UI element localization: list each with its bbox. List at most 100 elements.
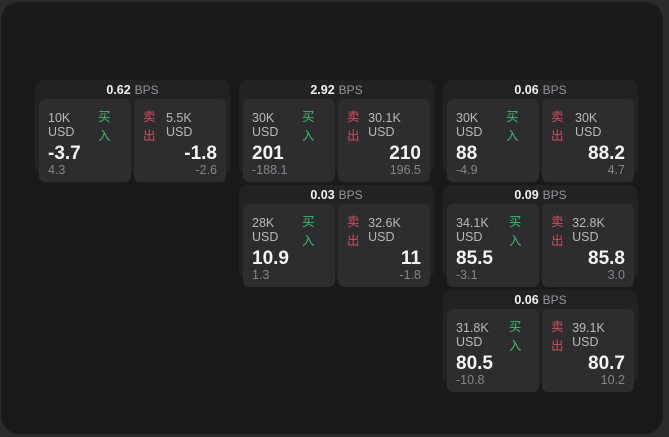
card-body: 31.8K USD 买入 80.5 -10.8 卖出 39.1K USD 80.… [443, 307, 638, 396]
card-body: 10K USD 买入 -3.7 4.3 卖出 5.5K USD -1.8 -2.… [35, 97, 230, 186]
sell-price: 11 [400, 248, 421, 269]
card-header: 0.06 BPS [443, 290, 638, 307]
bps-unit: BPS [338, 188, 363, 202]
buy-tile[interactable]: 10K USD 买入 -3.7 4.3 [39, 99, 131, 182]
card-body: 30K USD 买入 201 -188.1 卖出 30.1K USD 210 1… [239, 97, 434, 186]
card-header: 0.09 BPS [443, 185, 638, 202]
buy-amount: 10K USD [48, 111, 75, 139]
sell-tag: 卖出 [551, 215, 564, 248]
sell-tag: 卖出 [143, 110, 156, 143]
buy-delta: 1.3 [252, 268, 270, 282]
sell-amount: 5.5K USD [165, 111, 193, 139]
quote-card: 0.06 BPS 30K USD 买入 88 -4.9 卖出 30K USD [443, 80, 638, 182]
quote-card: 2.92 BPS 30K USD 买入 201 -188.1 卖出 30.1K … [239, 80, 434, 182]
card-header: 0.62 BPS [35, 80, 230, 97]
sell-delta: 10.2 [600, 373, 625, 387]
buy-amount: 34.1K USD [456, 216, 489, 244]
sell-tag: 卖出 [551, 110, 564, 143]
sell-tile-header: 卖出 39.1K USD [551, 316, 625, 354]
quote-card: 0.03 BPS 28K USD 买入 10.9 1.3 卖出 32.6K US… [239, 185, 434, 287]
buy-tile-header: 34.1K USD 买入 [456, 211, 530, 249]
sell-tag: 卖出 [347, 215, 360, 248]
buy-tile-header: 30K USD 买入 [456, 106, 530, 144]
sell-tile-header: 卖出 32.8K USD [551, 211, 625, 249]
bps-unit: BPS [134, 83, 159, 97]
quote-card: 0.09 BPS 34.1K USD 买入 85.5 -3.1 卖出 32.8K… [443, 185, 638, 287]
sell-amount: 39.1K USD [572, 321, 605, 349]
bps-value: 0.06 [514, 83, 539, 97]
sell-tile[interactable]: 卖出 5.5K USD -1.8 -2.6 [134, 99, 226, 182]
bps-value: 0.09 [514, 188, 539, 202]
sell-delta: -2.6 [195, 163, 217, 177]
bps-unit: BPS [542, 83, 567, 97]
buy-tile[interactable]: 34.1K USD 买入 85.5 -3.1 [447, 204, 539, 287]
sell-tile[interactable]: 卖出 39.1K USD 80.7 10.2 [542, 309, 634, 392]
buy-price: 80.5 [456, 353, 493, 374]
buy-tile[interactable]: 28K USD 买入 10.9 1.3 [243, 204, 335, 287]
card-body: 28K USD 买入 10.9 1.3 卖出 32.6K USD 11 -1.8 [239, 202, 434, 291]
buy-price: 10.9 [252, 248, 289, 269]
buy-tile-header: 31.8K USD 买入 [456, 316, 530, 354]
buy-delta: 4.3 [48, 163, 66, 177]
sell-delta: 4.7 [607, 163, 625, 177]
buy-delta: -188.1 [252, 163, 288, 177]
buy-amount: 31.8K USD [456, 321, 489, 349]
buy-amount: 28K USD [252, 216, 279, 244]
sell-tile[interactable]: 卖出 30K USD 88.2 4.7 [542, 99, 634, 182]
buy-tile-header: 30K USD 买入 [252, 106, 326, 144]
sell-amount: 32.6K USD [368, 216, 401, 244]
sell-delta: 3.0 [607, 268, 625, 282]
buy-price: 88 [456, 143, 478, 164]
sell-tile[interactable]: 卖出 32.8K USD 85.8 3.0 [542, 204, 634, 287]
sell-tile[interactable]: 卖出 30.1K USD 210 196.5 [338, 99, 430, 182]
buy-tile-header: 10K USD 买入 [48, 106, 122, 144]
card-body: 30K USD 买入 88 -4.9 卖出 30K USD 88.2 4.7 [443, 97, 638, 186]
buy-tile[interactable]: 30K USD 买入 201 -188.1 [243, 99, 335, 182]
buy-amount: 30K USD [456, 111, 483, 139]
buy-tag: 买入 [508, 215, 522, 248]
card-body: 34.1K USD 买入 85.5 -3.1 卖出 32.8K USD 85.8… [443, 202, 638, 291]
sell-price: 80.7 [588, 353, 625, 374]
card-header: 2.92 BPS [239, 80, 434, 97]
buy-tag: 买入 [98, 110, 111, 143]
sell-amount: 30.1K USD [368, 111, 401, 139]
buy-delta: -3.1 [456, 268, 478, 282]
app-panel: 0.62 BPS 10K USD 买入 -3.7 4.3 卖出 5.5K USD [1, 2, 663, 434]
sell-price: -1.8 [184, 143, 217, 164]
quote-card: 0.06 BPS 31.8K USD 买入 80.5 -10.8 卖出 39.1… [443, 290, 638, 392]
sell-tile[interactable]: 卖出 32.6K USD 11 -1.8 [338, 204, 430, 287]
buy-price: 85.5 [456, 248, 493, 269]
sell-tag: 卖出 [551, 320, 564, 353]
bps-unit: BPS [542, 188, 567, 202]
card-header: 0.06 BPS [443, 80, 638, 97]
sell-tag: 卖出 [347, 110, 360, 143]
sell-delta: 196.5 [389, 163, 421, 177]
bps-value: 0.03 [310, 188, 335, 202]
buy-delta: -4.9 [456, 163, 478, 177]
buy-tile[interactable]: 30K USD 买入 88 -4.9 [447, 99, 539, 182]
sell-price: 88.2 [588, 143, 625, 164]
buy-delta: -10.8 [456, 373, 485, 387]
bps-value: 2.92 [310, 83, 335, 97]
buy-tag: 买入 [302, 110, 315, 143]
sell-tile-header: 卖出 30K USD [551, 106, 625, 144]
buy-tag: 买入 [506, 110, 519, 143]
bps-unit: BPS [542, 293, 567, 307]
sell-price: 85.8 [588, 248, 625, 269]
buy-tag: 买入 [302, 215, 315, 248]
buy-tile[interactable]: 31.8K USD 买入 80.5 -10.8 [447, 309, 539, 392]
sell-amount: 30K USD [575, 111, 602, 139]
sell-tile-header: 卖出 32.6K USD [347, 211, 421, 249]
quote-grid: 0.62 BPS 10K USD 买入 -3.7 4.3 卖出 5.5K USD [35, 80, 638, 392]
bps-unit: BPS [338, 83, 363, 97]
quote-card: 0.62 BPS 10K USD 买入 -3.7 4.3 卖出 5.5K USD [35, 80, 230, 182]
bps-value: 0.62 [106, 83, 131, 97]
buy-price: 201 [252, 143, 284, 164]
sell-tile-header: 卖出 5.5K USD [143, 106, 217, 144]
sell-amount: 32.8K USD [572, 216, 605, 244]
sell-tile-header: 卖出 30.1K USD [347, 106, 421, 144]
sell-delta: -1.8 [399, 268, 421, 282]
buy-tile-header: 28K USD 买入 [252, 211, 326, 249]
buy-amount: 30K USD [252, 111, 279, 139]
card-header: 0.03 BPS [239, 185, 434, 202]
